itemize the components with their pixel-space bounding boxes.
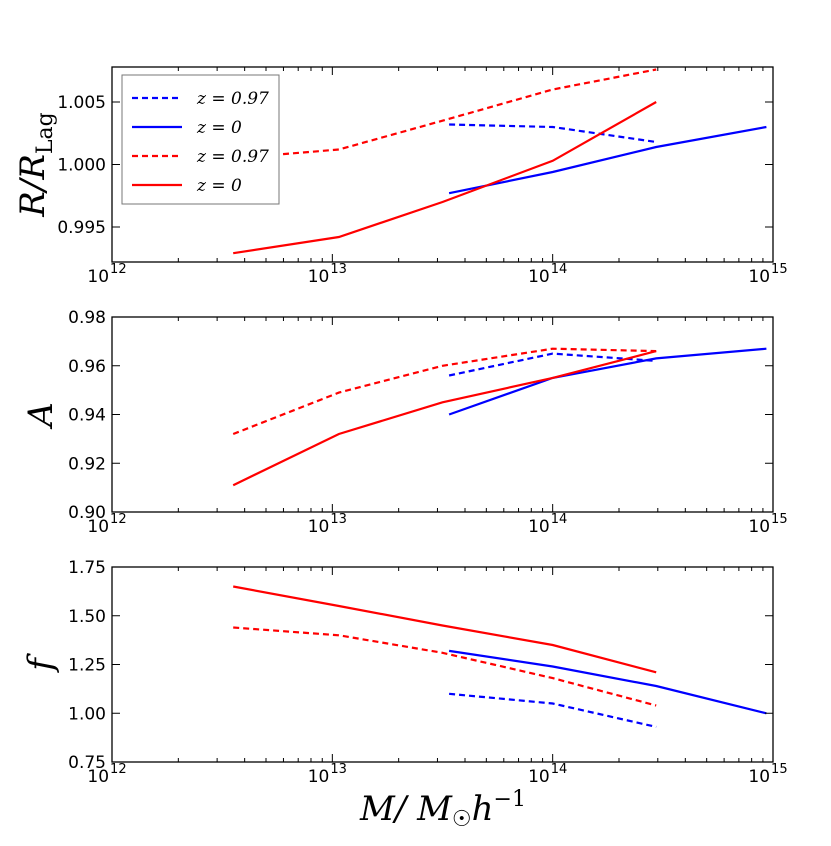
y-axis-label-middle: A bbox=[21, 402, 61, 430]
y-tick-label: 0.75 bbox=[68, 753, 106, 773]
series-bottom-blue-z0 bbox=[448, 649, 767, 715]
y-tick-label: 1.00 bbox=[68, 704, 106, 724]
plot-frame-bottom bbox=[111, 566, 774, 763]
x-tick-label: 1013 bbox=[308, 262, 347, 287]
x-tick-label: 1013 bbox=[308, 762, 347, 787]
panel-middle: 0.90 0.92 0.94 0.96 0.98 1012 1013 1014 1015 A bbox=[21, 308, 788, 537]
series-top-red-z0 bbox=[233, 101, 657, 255]
legend-box bbox=[121, 74, 280, 205]
y-tick-label: 0.995 bbox=[57, 218, 106, 238]
series-top-blue-z0 bbox=[448, 125, 767, 195]
y-tick-label: 0.90 bbox=[68, 503, 106, 523]
y-tick-label: 1.75 bbox=[68, 558, 106, 578]
series-bottom-red-z097 bbox=[233, 626, 657, 707]
legend-label: z = 0.97 bbox=[196, 89, 269, 109]
legend-label: z = 0.97 bbox=[196, 147, 269, 167]
legend: z = 0.97 z = 0 z = 0.97 z = 0 bbox=[121, 74, 280, 205]
series-middle-red-z097 bbox=[232, 347, 657, 436]
series-top-red-z097 bbox=[233, 68, 657, 160]
legend-label: z = 0 bbox=[196, 176, 242, 196]
series-bottom-red-z0 bbox=[233, 585, 657, 674]
y-tick-label: 1.50 bbox=[68, 607, 106, 627]
x-tick-label: 1012 bbox=[87, 512, 126, 537]
y-axis-label-bottom: f bbox=[21, 653, 61, 674]
x-axis-label: M/ M☉h−1 bbox=[359, 787, 526, 832]
plot-frame-middle bbox=[111, 316, 774, 513]
series-middle-blue-z097 bbox=[448, 352, 657, 377]
series-middle-red-z0 bbox=[232, 350, 657, 487]
x-tick-label: 1014 bbox=[528, 262, 567, 287]
x-tick-label: 1014 bbox=[528, 762, 567, 787]
y-tick-label: 0.92 bbox=[68, 454, 106, 474]
series-middle-blue-z0 bbox=[448, 347, 767, 416]
x-tick-label: 1013 bbox=[308, 512, 347, 537]
x-tick-label: 1015 bbox=[748, 512, 787, 537]
y-axis-label-top: R/RLag bbox=[13, 112, 58, 217]
x-tick-label: 1015 bbox=[748, 762, 787, 787]
legend-label: z = 0 bbox=[196, 118, 242, 138]
y-tick-label: 0.98 bbox=[68, 308, 106, 328]
x-tick-label: 1012 bbox=[87, 262, 126, 287]
panel-top: 0.995 1.000 1.005 1012 1013 1014 1015 R/RLag z =… bbox=[13, 66, 788, 287]
y-tick-label: 1.005 bbox=[57, 93, 106, 113]
y-tick-label: 0.96 bbox=[68, 357, 106, 377]
x-tick-label: 1014 bbox=[528, 512, 567, 537]
x-tick-label: 1015 bbox=[748, 262, 787, 287]
y-tick-label: 1.000 bbox=[57, 156, 106, 176]
y-tick-label: 1.25 bbox=[68, 656, 106, 676]
y-tick-label: 0.94 bbox=[68, 406, 106, 426]
series-bottom-blue-z097 bbox=[448, 692, 657, 728]
series-top-blue-z097 bbox=[449, 123, 657, 144]
